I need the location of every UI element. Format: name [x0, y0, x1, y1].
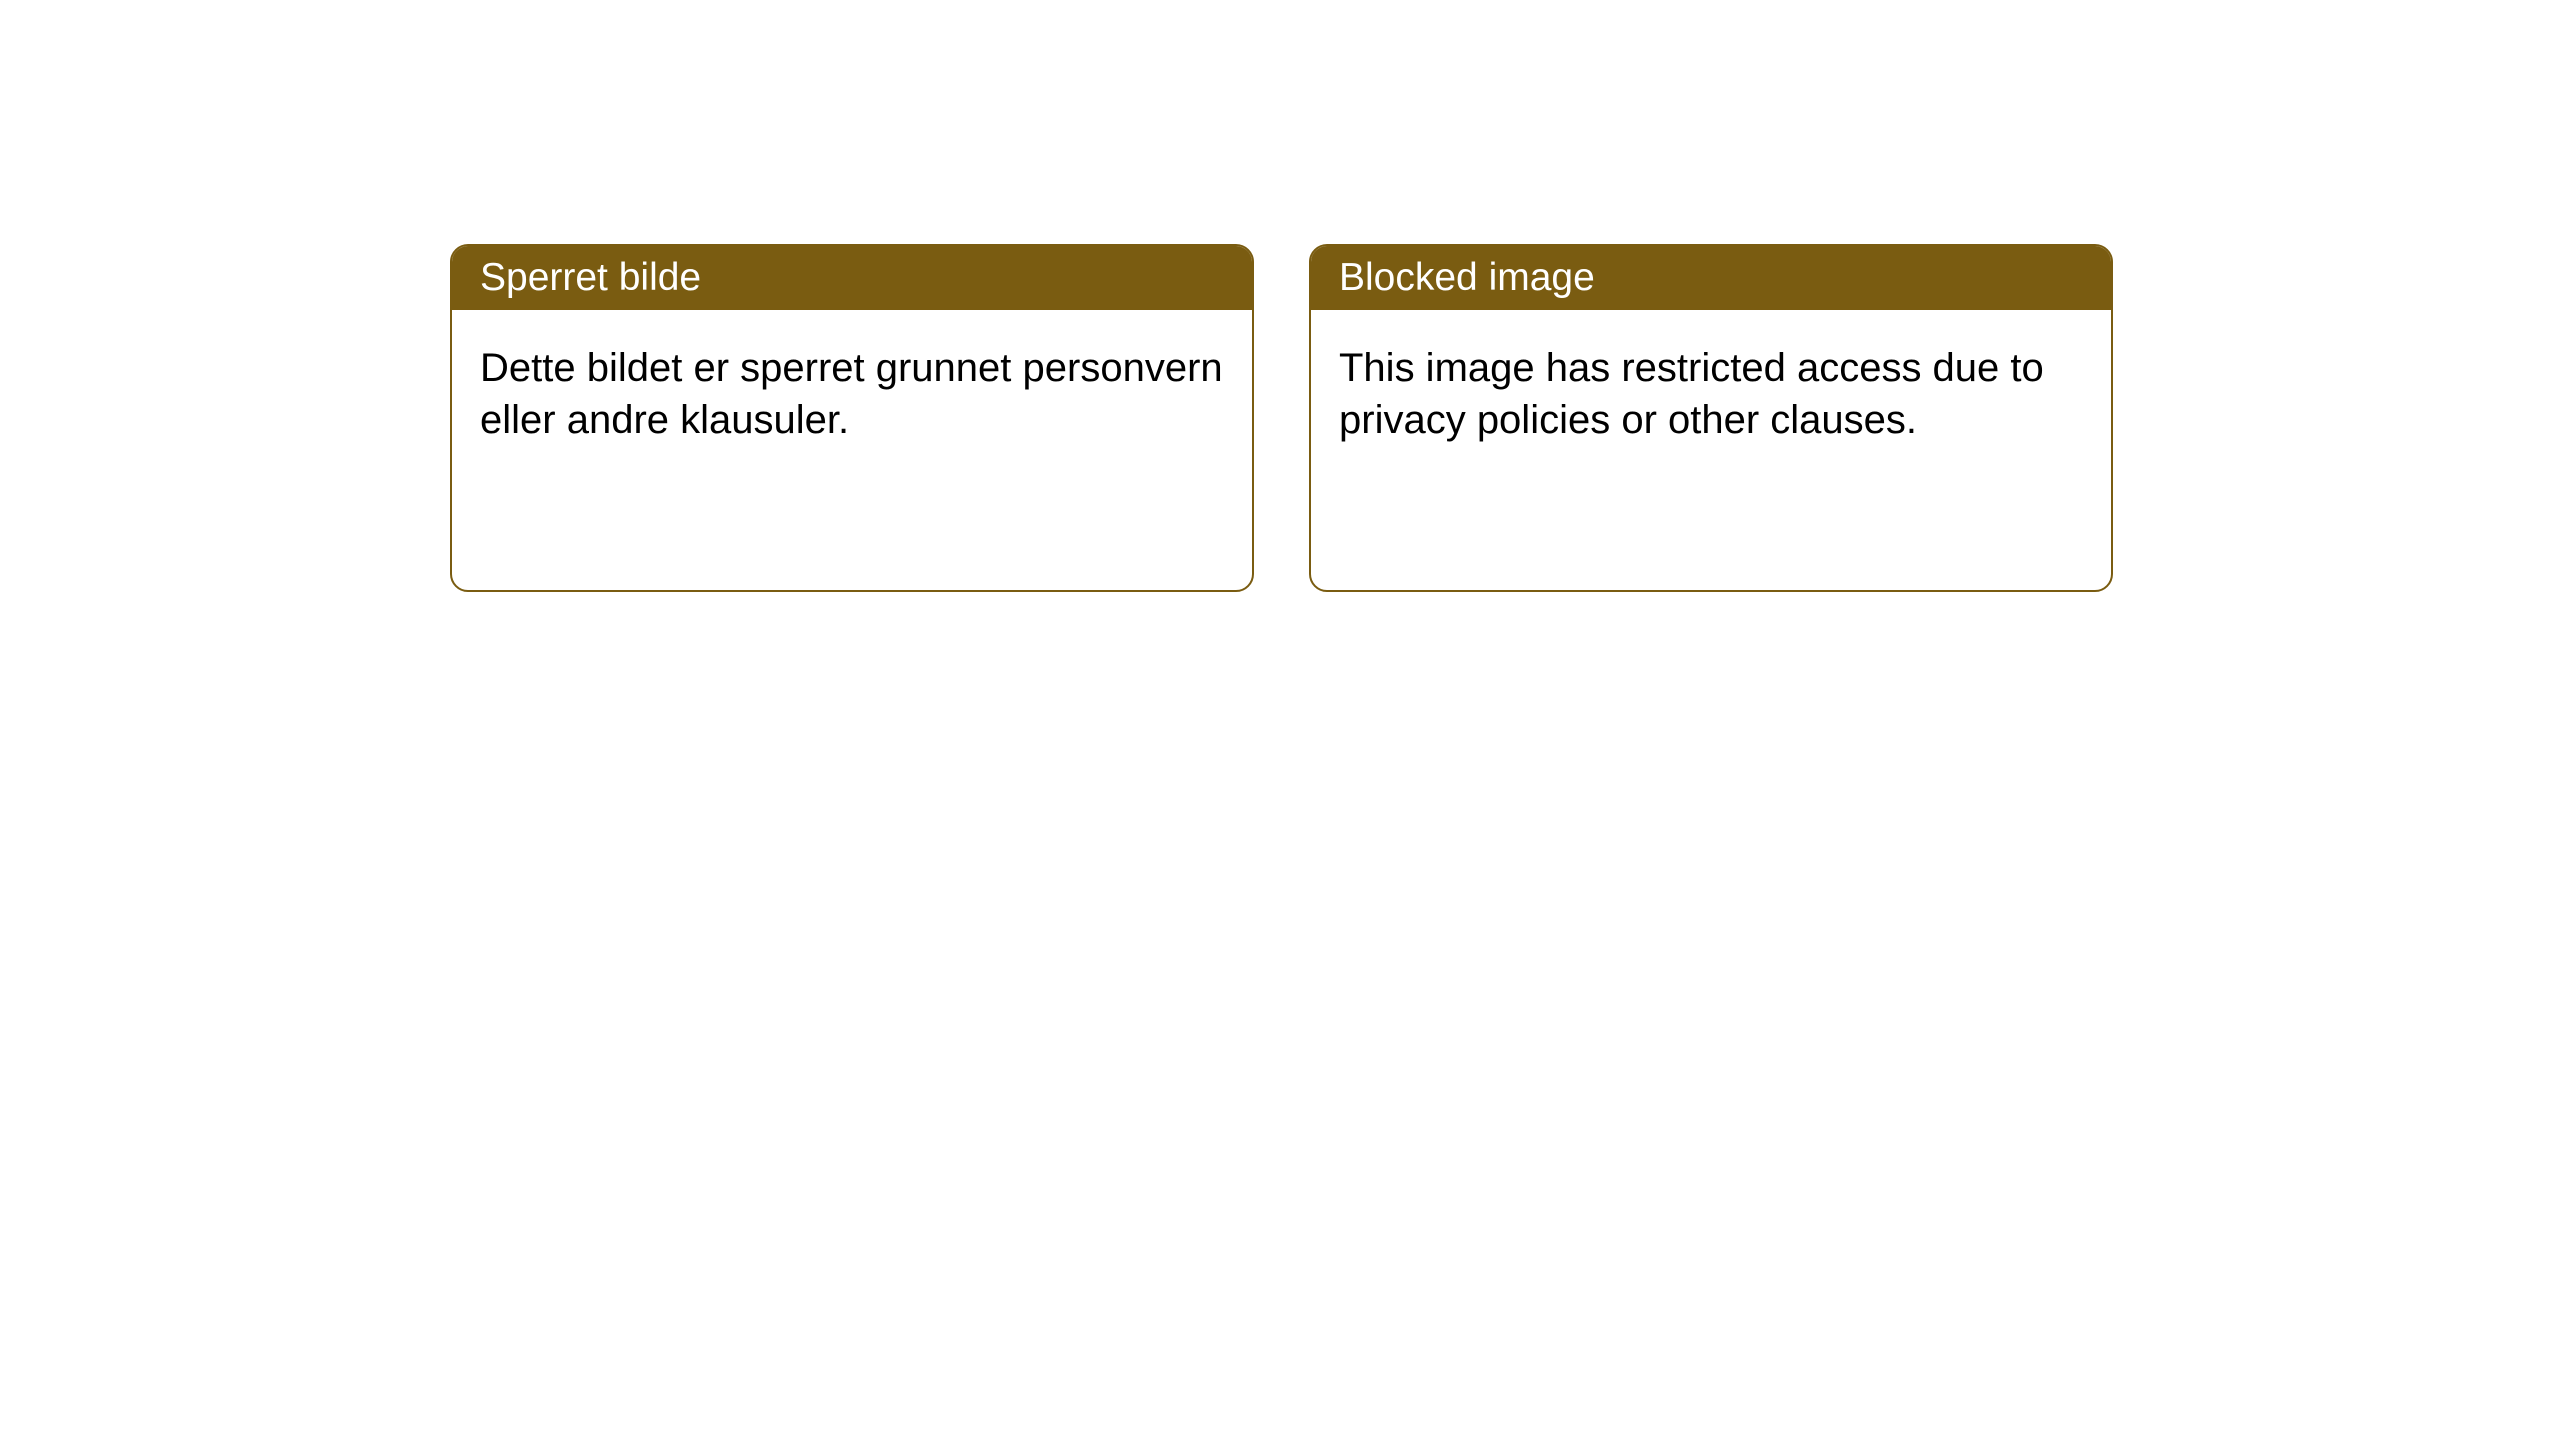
card-body-text: This image has restricted access due to … [1339, 346, 2044, 442]
card-body: This image has restricted access due to … [1311, 310, 2111, 590]
notice-card-norwegian: Sperret bilde Dette bildet er sperret gr… [450, 244, 1254, 592]
notice-card-english: Blocked image This image has restricted … [1309, 244, 2113, 592]
notice-cards-container: Sperret bilde Dette bildet er sperret gr… [450, 244, 2113, 592]
card-body-text: Dette bildet er sperret grunnet personve… [480, 346, 1223, 442]
card-body: Dette bildet er sperret grunnet personve… [452, 310, 1252, 590]
card-header: Sperret bilde [452, 246, 1252, 310]
card-title: Sperret bilde [480, 256, 701, 299]
card-header: Blocked image [1311, 246, 2111, 310]
card-title: Blocked image [1339, 256, 1595, 299]
